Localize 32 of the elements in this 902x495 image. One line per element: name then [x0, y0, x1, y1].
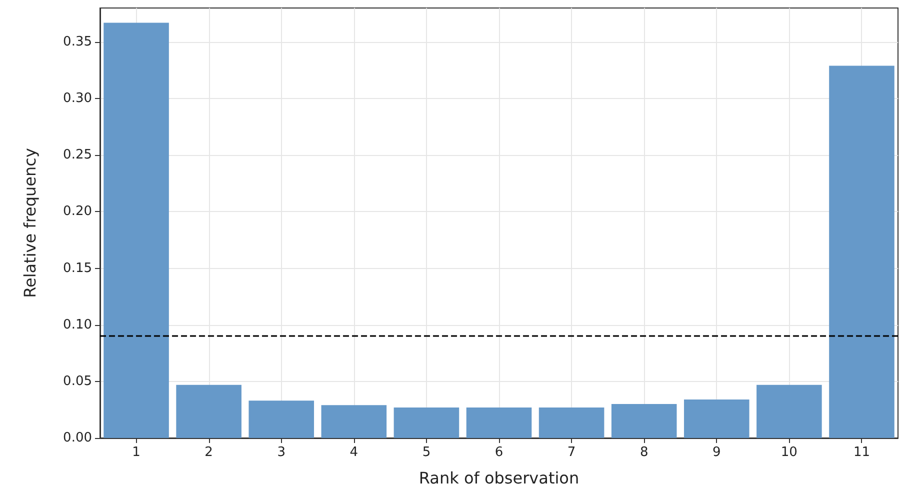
y-tick-label: 0.25 [63, 148, 92, 163]
bar [611, 404, 677, 438]
x-axis-title: Rank of observation [418, 468, 580, 488]
bar [684, 400, 750, 438]
y-tick-label: 0.05 [63, 374, 92, 389]
x-tick-label: 10 [780, 445, 798, 460]
bar [394, 407, 460, 438]
y-tick-label: 0.35 [63, 34, 92, 50]
bar [466, 407, 532, 438]
x-tick-label: 4 [350, 445, 358, 460]
x-tick-label: 11 [853, 445, 870, 460]
x-tick-label: 2 [204, 445, 213, 460]
y-tick-label: 0.10 [63, 317, 92, 332]
bar [104, 22, 169, 438]
y-tick-label: 0.30 [63, 91, 92, 106]
y-axis-title: Relative frequency [20, 148, 40, 298]
bar [248, 400, 314, 438]
y-tick-label: 0.20 [63, 204, 92, 220]
x-tick-label: 9 [712, 445, 721, 460]
y-tick-label: 0.00 [63, 430, 92, 446]
x-tick-label: 6 [494, 445, 504, 460]
x-tick-label: 5 [422, 445, 431, 460]
bar [538, 407, 604, 438]
bar [321, 405, 387, 438]
bar [756, 384, 822, 438]
bar [176, 384, 242, 438]
y-tick-label: 0.15 [63, 260, 92, 276]
bar [829, 66, 894, 438]
x-tick-label: 1 [132, 445, 140, 460]
x-tick-label: 7 [567, 445, 576, 460]
x-tick-label: 8 [640, 445, 648, 460]
x-tick-label: 3 [277, 445, 286, 460]
